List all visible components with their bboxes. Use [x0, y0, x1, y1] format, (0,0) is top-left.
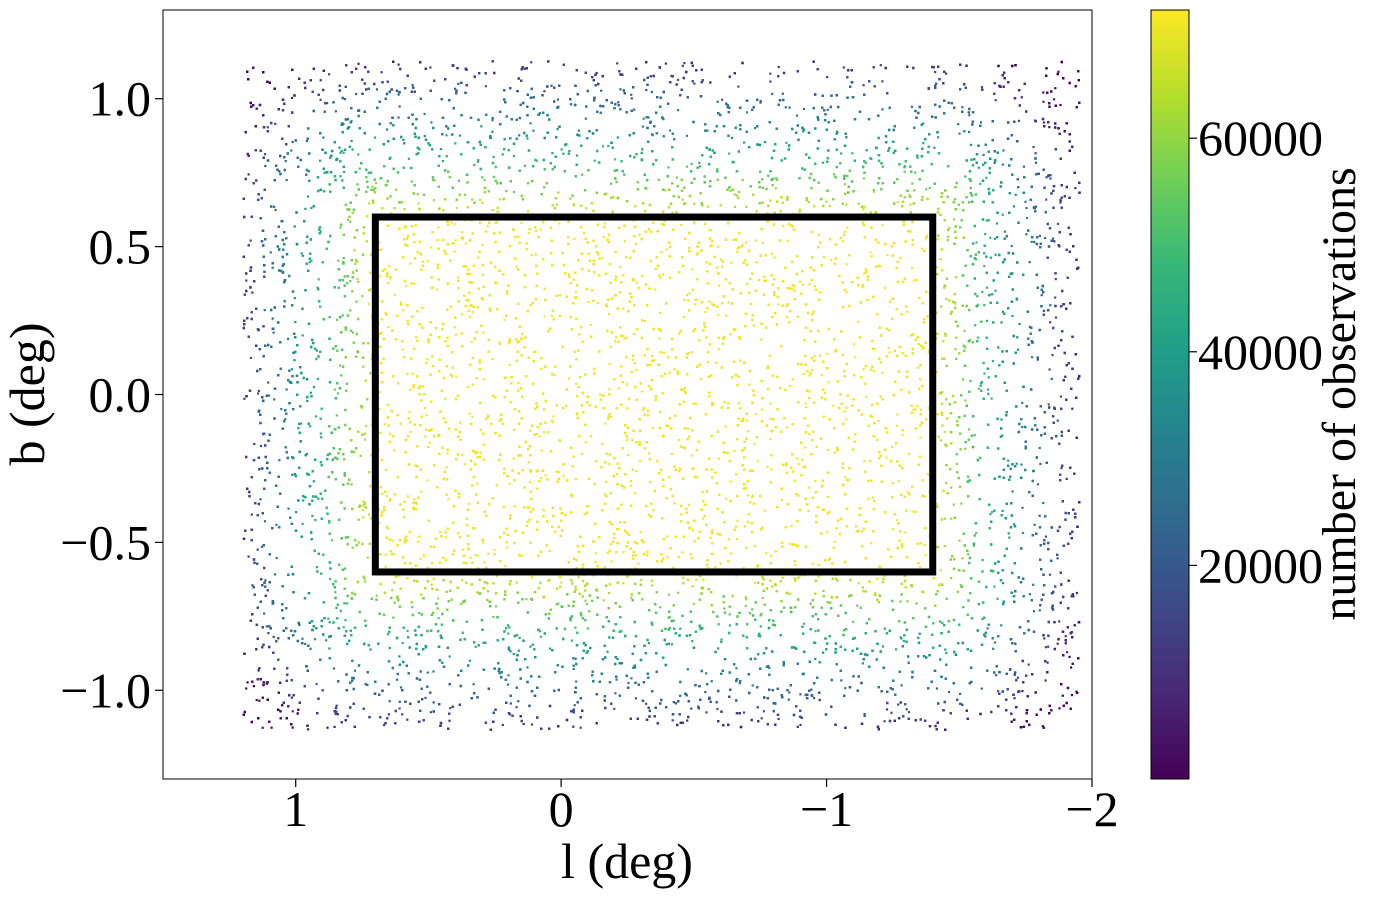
axes-frame [162, 9, 1093, 780]
y-tick-label: 0.0 [89, 367, 152, 423]
x-tick-label: 0 [549, 781, 574, 837]
colorbar-tick-label: 40000 [1198, 324, 1323, 380]
y-tick-label: 1.0 [89, 71, 152, 127]
y-tick-label: −1.0 [60, 662, 151, 718]
x-tick-label: −1 [800, 781, 853, 837]
colorbar-tick-label: 20000 [1198, 537, 1323, 593]
y-tick-label: −0.5 [60, 514, 151, 570]
y-tick-label: 0.5 [89, 219, 152, 275]
colorbar [1150, 9, 1190, 780]
x-axis: 1 0 −1 −2 [283, 779, 1119, 837]
scatter-points [242, 60, 1081, 731]
highlight-box [371, 213, 937, 576]
x-tick-label: −2 [1065, 781, 1118, 837]
y-axis-label: b (deg) [0, 323, 55, 466]
colorbar-axis: 20000 40000 60000 [1189, 110, 1323, 593]
x-tick-label: 1 [283, 781, 308, 837]
x-axis-label: l (deg) [561, 833, 693, 889]
y-axis: 1.0 0.5 0.0 −0.5 −1.0 [60, 71, 163, 718]
colorbar-tick-label: 60000 [1198, 110, 1323, 166]
colorbar-label: number of observations [1313, 167, 1366, 620]
